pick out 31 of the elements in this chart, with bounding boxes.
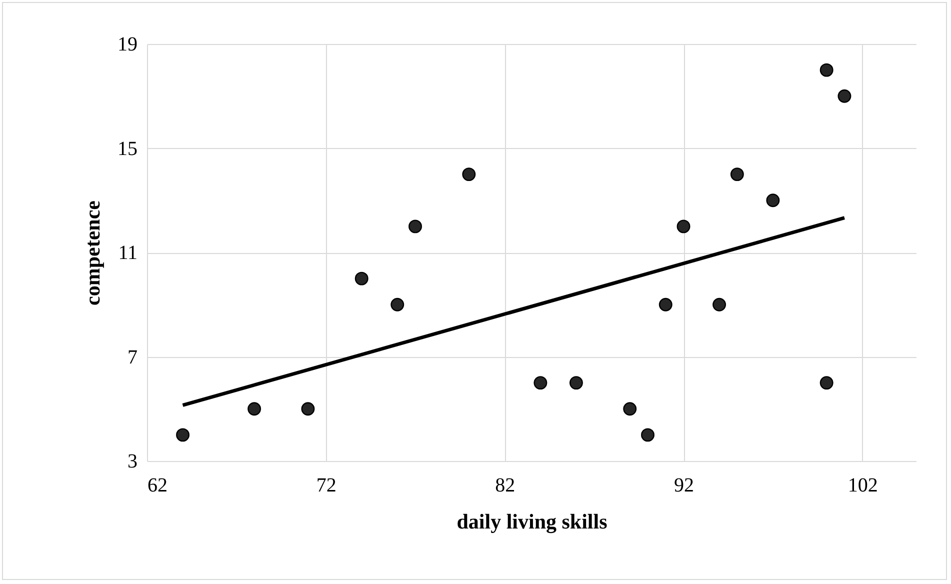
point — [569, 376, 583, 390]
point — [820, 376, 834, 390]
x-tick-label: 72 — [316, 474, 336, 496]
point — [248, 402, 262, 416]
y-tick-label: 7 — [128, 346, 138, 368]
point — [390, 298, 404, 312]
point — [712, 298, 726, 312]
point — [462, 168, 476, 182]
point — [658, 298, 672, 312]
point — [676, 220, 690, 234]
point — [408, 220, 422, 234]
x-axis-title: daily living skills — [456, 510, 608, 534]
point — [820, 63, 834, 77]
point — [838, 89, 852, 103]
point — [301, 402, 315, 416]
x-tick-label: 92 — [674, 474, 694, 496]
y-tick-label: 3 — [128, 450, 138, 472]
point — [766, 194, 780, 208]
x-tick-label: 62 — [148, 474, 168, 496]
point — [623, 402, 637, 416]
x-tick-label: 102 — [848, 474, 878, 496]
y-tick-label: 11 — [118, 242, 138, 264]
point — [534, 376, 548, 390]
y-tick-label: 19 — [118, 34, 138, 56]
point — [354, 272, 368, 286]
x-tick-label: 82 — [495, 474, 516, 496]
point — [176, 428, 190, 442]
y-tick-label: 15 — [118, 138, 138, 160]
y-axis-title: competence — [80, 200, 104, 306]
point — [730, 168, 744, 182]
point — [641, 428, 654, 442]
